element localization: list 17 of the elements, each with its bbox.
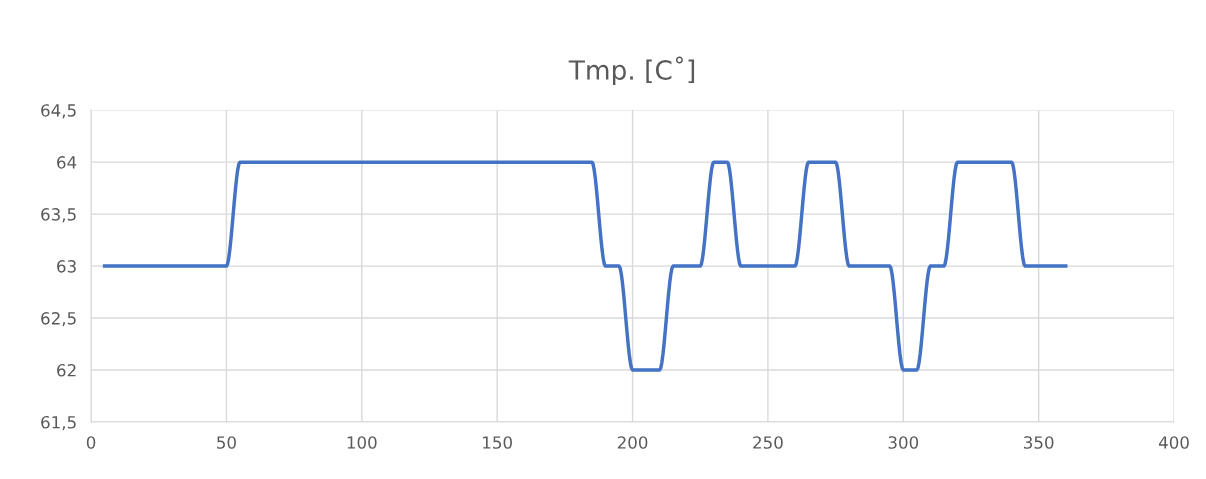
y-tick-label: 64,5	[41, 104, 76, 119]
y-tick-label: 61,5	[41, 415, 76, 431]
y-tick-label: 63,5	[41, 208, 76, 223]
y-tick-label: 62	[57, 363, 76, 377]
x-tick-label: 200	[617, 436, 648, 449]
x-tick-label: 350	[1024, 436, 1054, 449]
x-tick-label: 100	[347, 436, 377, 449]
x-tick-label: 50	[217, 436, 236, 449]
x-tick-label: 250	[753, 436, 783, 449]
chart-title: Tmp. [C˚]	[568, 56, 695, 86]
x-tick-label: 150	[483, 436, 512, 449]
x-tick-label: 400	[1158, 436, 1189, 449]
x-tick-label: 0	[86, 436, 96, 449]
y-tick-label: 64	[57, 156, 77, 169]
y-tick-label: 63	[57, 260, 76, 273]
x-tick-label: 300	[888, 436, 919, 449]
y-tick-label: 62,5	[41, 312, 76, 327]
